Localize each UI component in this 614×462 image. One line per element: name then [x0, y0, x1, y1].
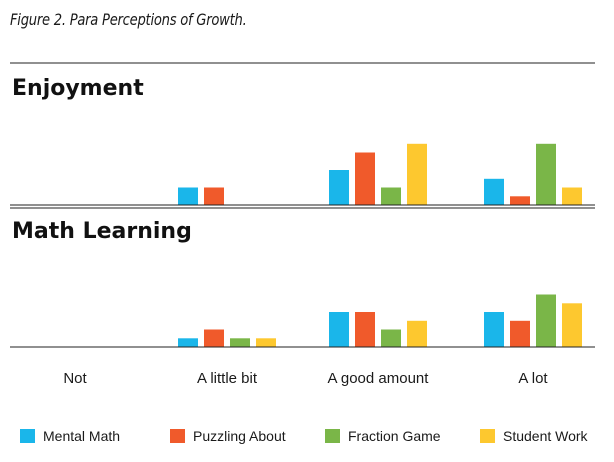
enjoyment-bar-a-good-amount-mental-math — [329, 170, 349, 205]
math-learning-bar-a-good-amount-mental-math — [329, 312, 349, 347]
math-learning-bar-a-lot-puzzling-about — [510, 320, 530, 348]
math-learning-title: Math Learning — [12, 219, 192, 244]
enjoyment-bar-a-lot-puzzling-about — [510, 196, 530, 206]
enjoyment-bar-a-little-bit-puzzling-about — [204, 187, 224, 205]
enjoyment-bar-a-lot-mental-math — [484, 178, 504, 206]
enjoyment-bar-a-lot-student-work — [562, 187, 582, 205]
legend-swatch-fraction-game — [325, 429, 340, 443]
math-learning-bar-a-lot-fraction-game — [536, 294, 556, 347]
enjoyment-bar-a-little-bit-mental-math — [178, 187, 198, 205]
math-learning-bar-a-good-amount-puzzling-about — [355, 312, 375, 347]
figure-caption: Figure 2. Para Perceptions of Growth. — [10, 10, 247, 29]
category-label-a-little-bit: A little bit — [197, 370, 258, 387]
enjoyment-bar-a-lot-fraction-game — [536, 143, 556, 206]
math-learning-bar-a-little-bit-student-work — [256, 338, 276, 348]
legend-label-fraction-game: Fraction Game — [348, 428, 441, 444]
legend-swatch-student-work — [480, 429, 495, 443]
enjoyment-bar-a-good-amount-puzzling-about — [355, 152, 375, 205]
math-learning-bar-a-little-bit-puzzling-about — [204, 329, 224, 347]
math-learning-bar-a-little-bit-fraction-game — [230, 338, 250, 348]
enjoyment-title: Enjoyment — [12, 76, 144, 101]
enjoyment-bar-a-good-amount-fraction-game — [381, 187, 401, 205]
category-label-a-good-amount: A good amount — [328, 370, 430, 387]
math-learning-bar-a-little-bit-mental-math — [178, 338, 198, 348]
math-learning-bar-a-good-amount-student-work — [407, 320, 427, 348]
category-label-not: Not — [63, 370, 87, 387]
math-learning-bar-a-lot-student-work — [562, 303, 582, 348]
legend-swatch-mental-math — [20, 429, 35, 443]
legend-label-puzzling-about: Puzzling About — [193, 428, 286, 444]
legend-label-student-work: Student Work — [503, 428, 589, 444]
legend-label-mental-math: Mental Math — [43, 428, 120, 444]
enjoyment-bar-a-good-amount-student-work — [407, 143, 427, 206]
legend-swatch-puzzling-about — [170, 429, 185, 443]
math-learning-bar-a-lot-mental-math — [484, 312, 504, 347]
category-label-a-lot: A lot — [518, 370, 548, 387]
math-learning-bar-a-good-amount-fraction-game — [381, 329, 401, 347]
